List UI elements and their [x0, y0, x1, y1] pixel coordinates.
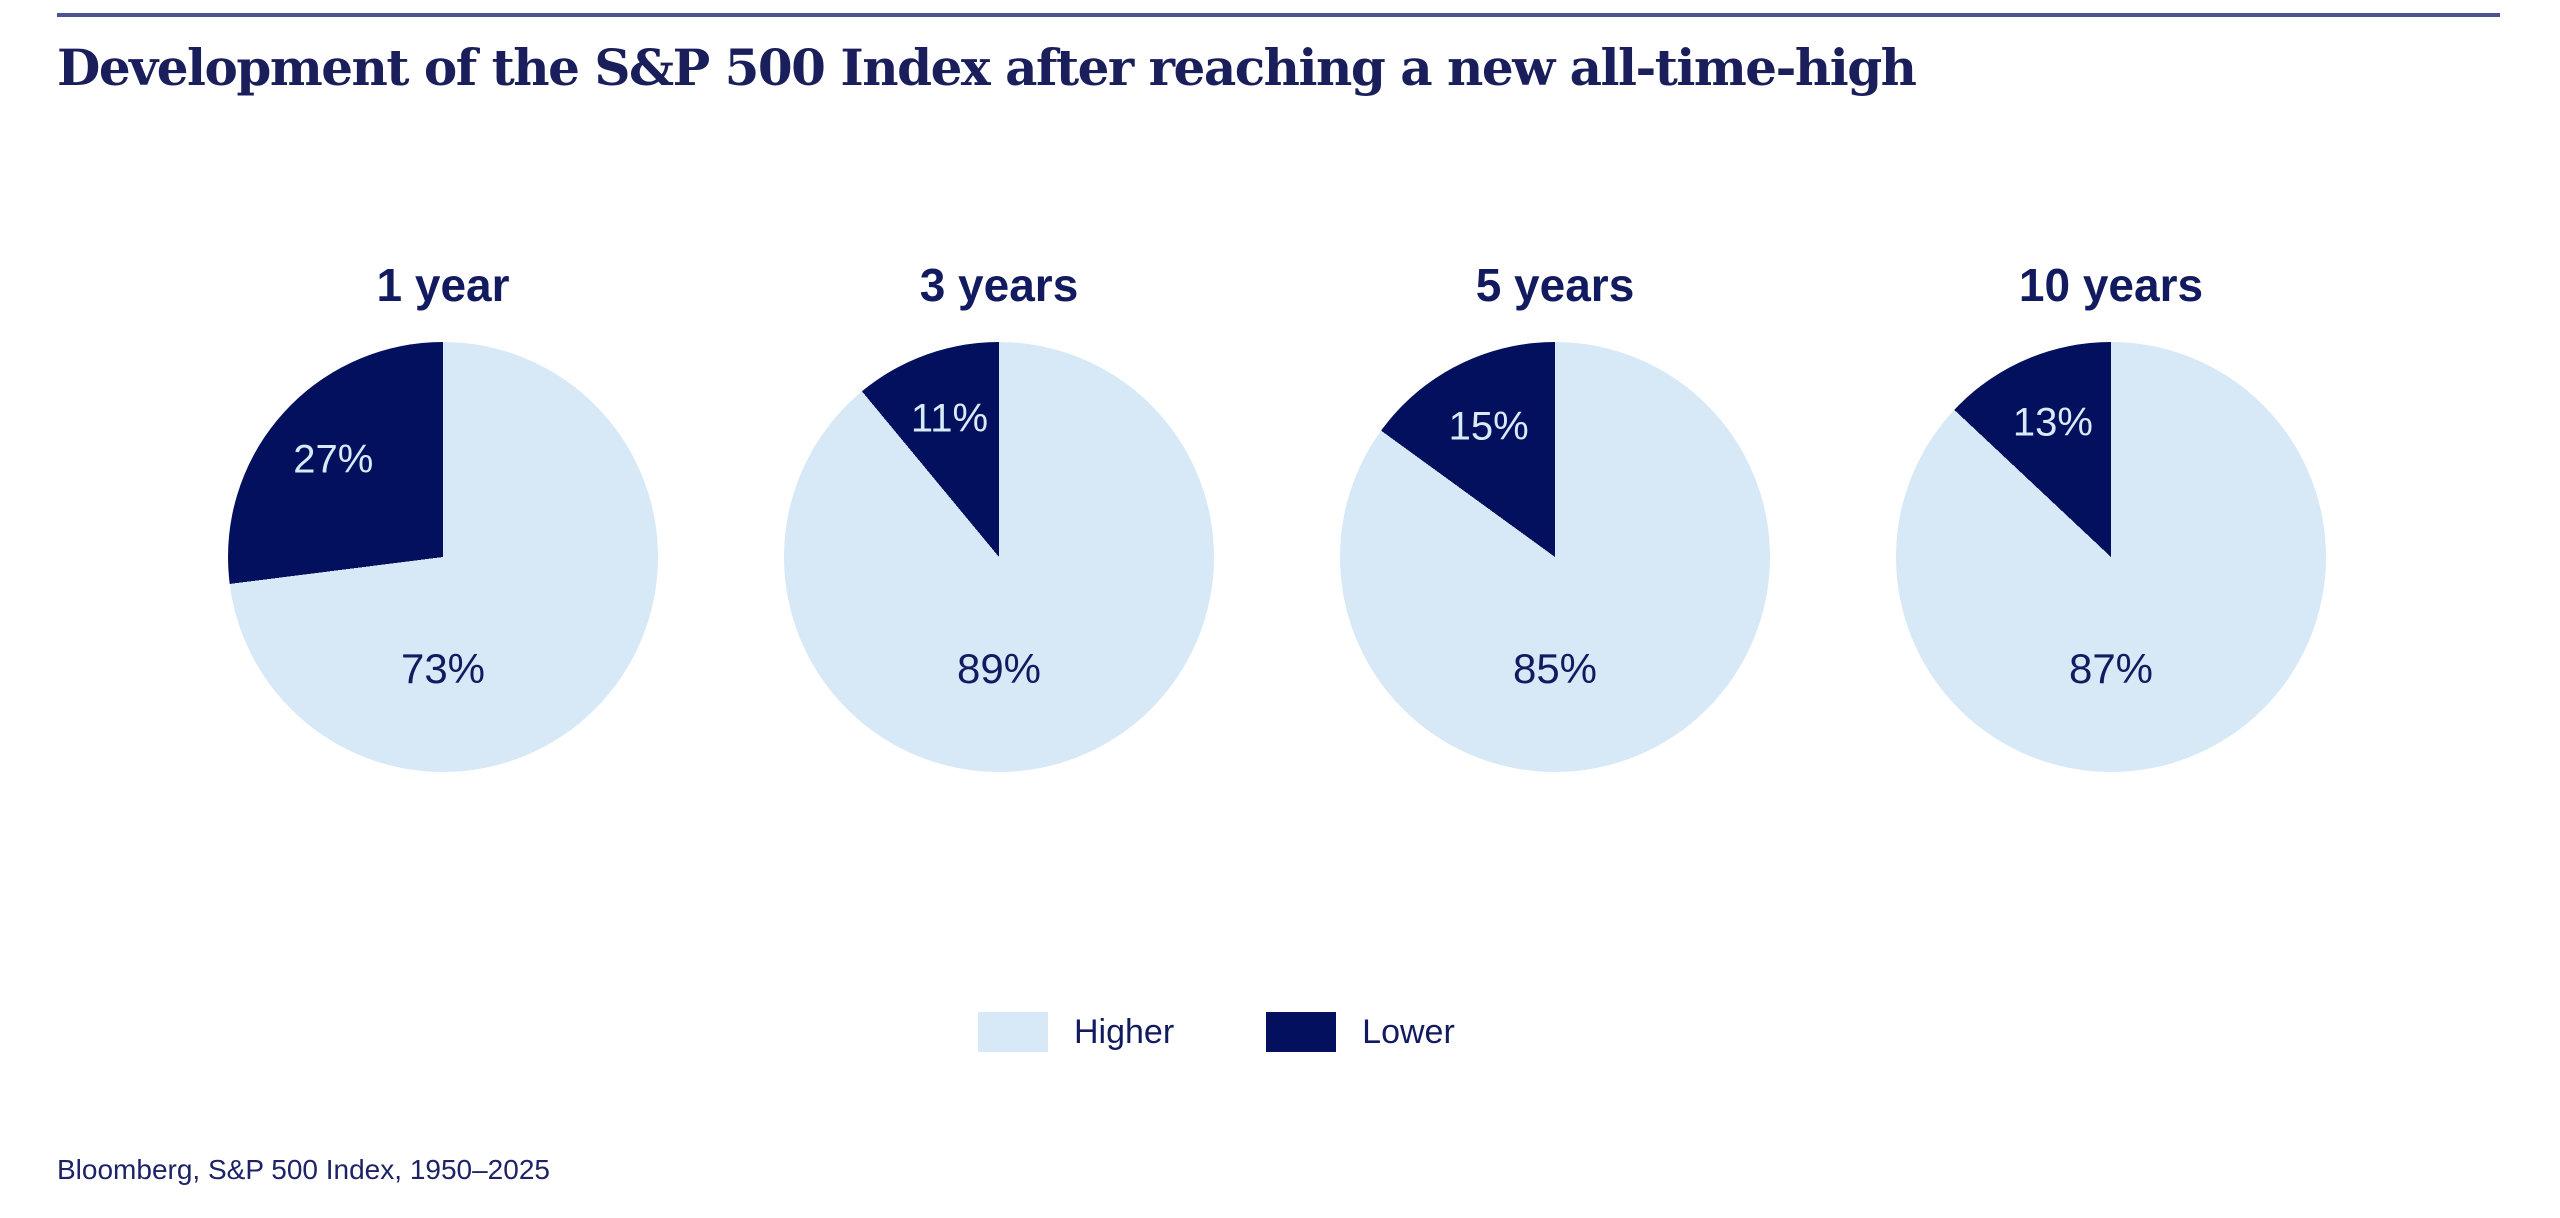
pie-label-higher: 85%	[1512, 645, 1598, 692]
pie-title: 3 years	[919, 259, 1079, 311]
top-rule	[57, 13, 2500, 17]
legend-swatch-lower	[1266, 1012, 1337, 1052]
pie-label-lower: 13%	[2012, 400, 2093, 445]
pie-title: 1 year	[376, 259, 510, 311]
pie-circle	[1896, 342, 2326, 772]
chart-title: Development of the S&P 500 Index after r…	[57, 38, 1917, 97]
pie-title: 10 years	[2018, 259, 2204, 311]
pie-label-higher: 73%	[400, 645, 486, 692]
legend-item-lower: Lower	[1266, 1012, 1455, 1052]
pie-label-lower: 15%	[1448, 404, 1529, 449]
legend-item-higher: Higher	[978, 1012, 1174, 1052]
pie-label-lower: 27%	[293, 437, 374, 482]
chart-legend: Higher Lower	[978, 1012, 1455, 1052]
pie-label-lower: 11%	[910, 396, 989, 441]
legend-swatch-higher	[978, 1012, 1048, 1052]
pie-label-higher: 89%	[956, 645, 1042, 692]
legend-label-lower: Lower	[1362, 1013, 1455, 1051]
legend-label-higher: Higher	[1074, 1013, 1175, 1051]
pie-circle	[228, 342, 658, 772]
source-note: Bloomberg, S&P 500 Index, 1950–2025	[57, 1154, 550, 1185]
pie-circle	[784, 342, 1214, 772]
pie-label-higher: 87%	[2068, 645, 2154, 692]
pie-circle	[1340, 342, 1770, 772]
pie-title: 5 years	[1475, 259, 1635, 311]
